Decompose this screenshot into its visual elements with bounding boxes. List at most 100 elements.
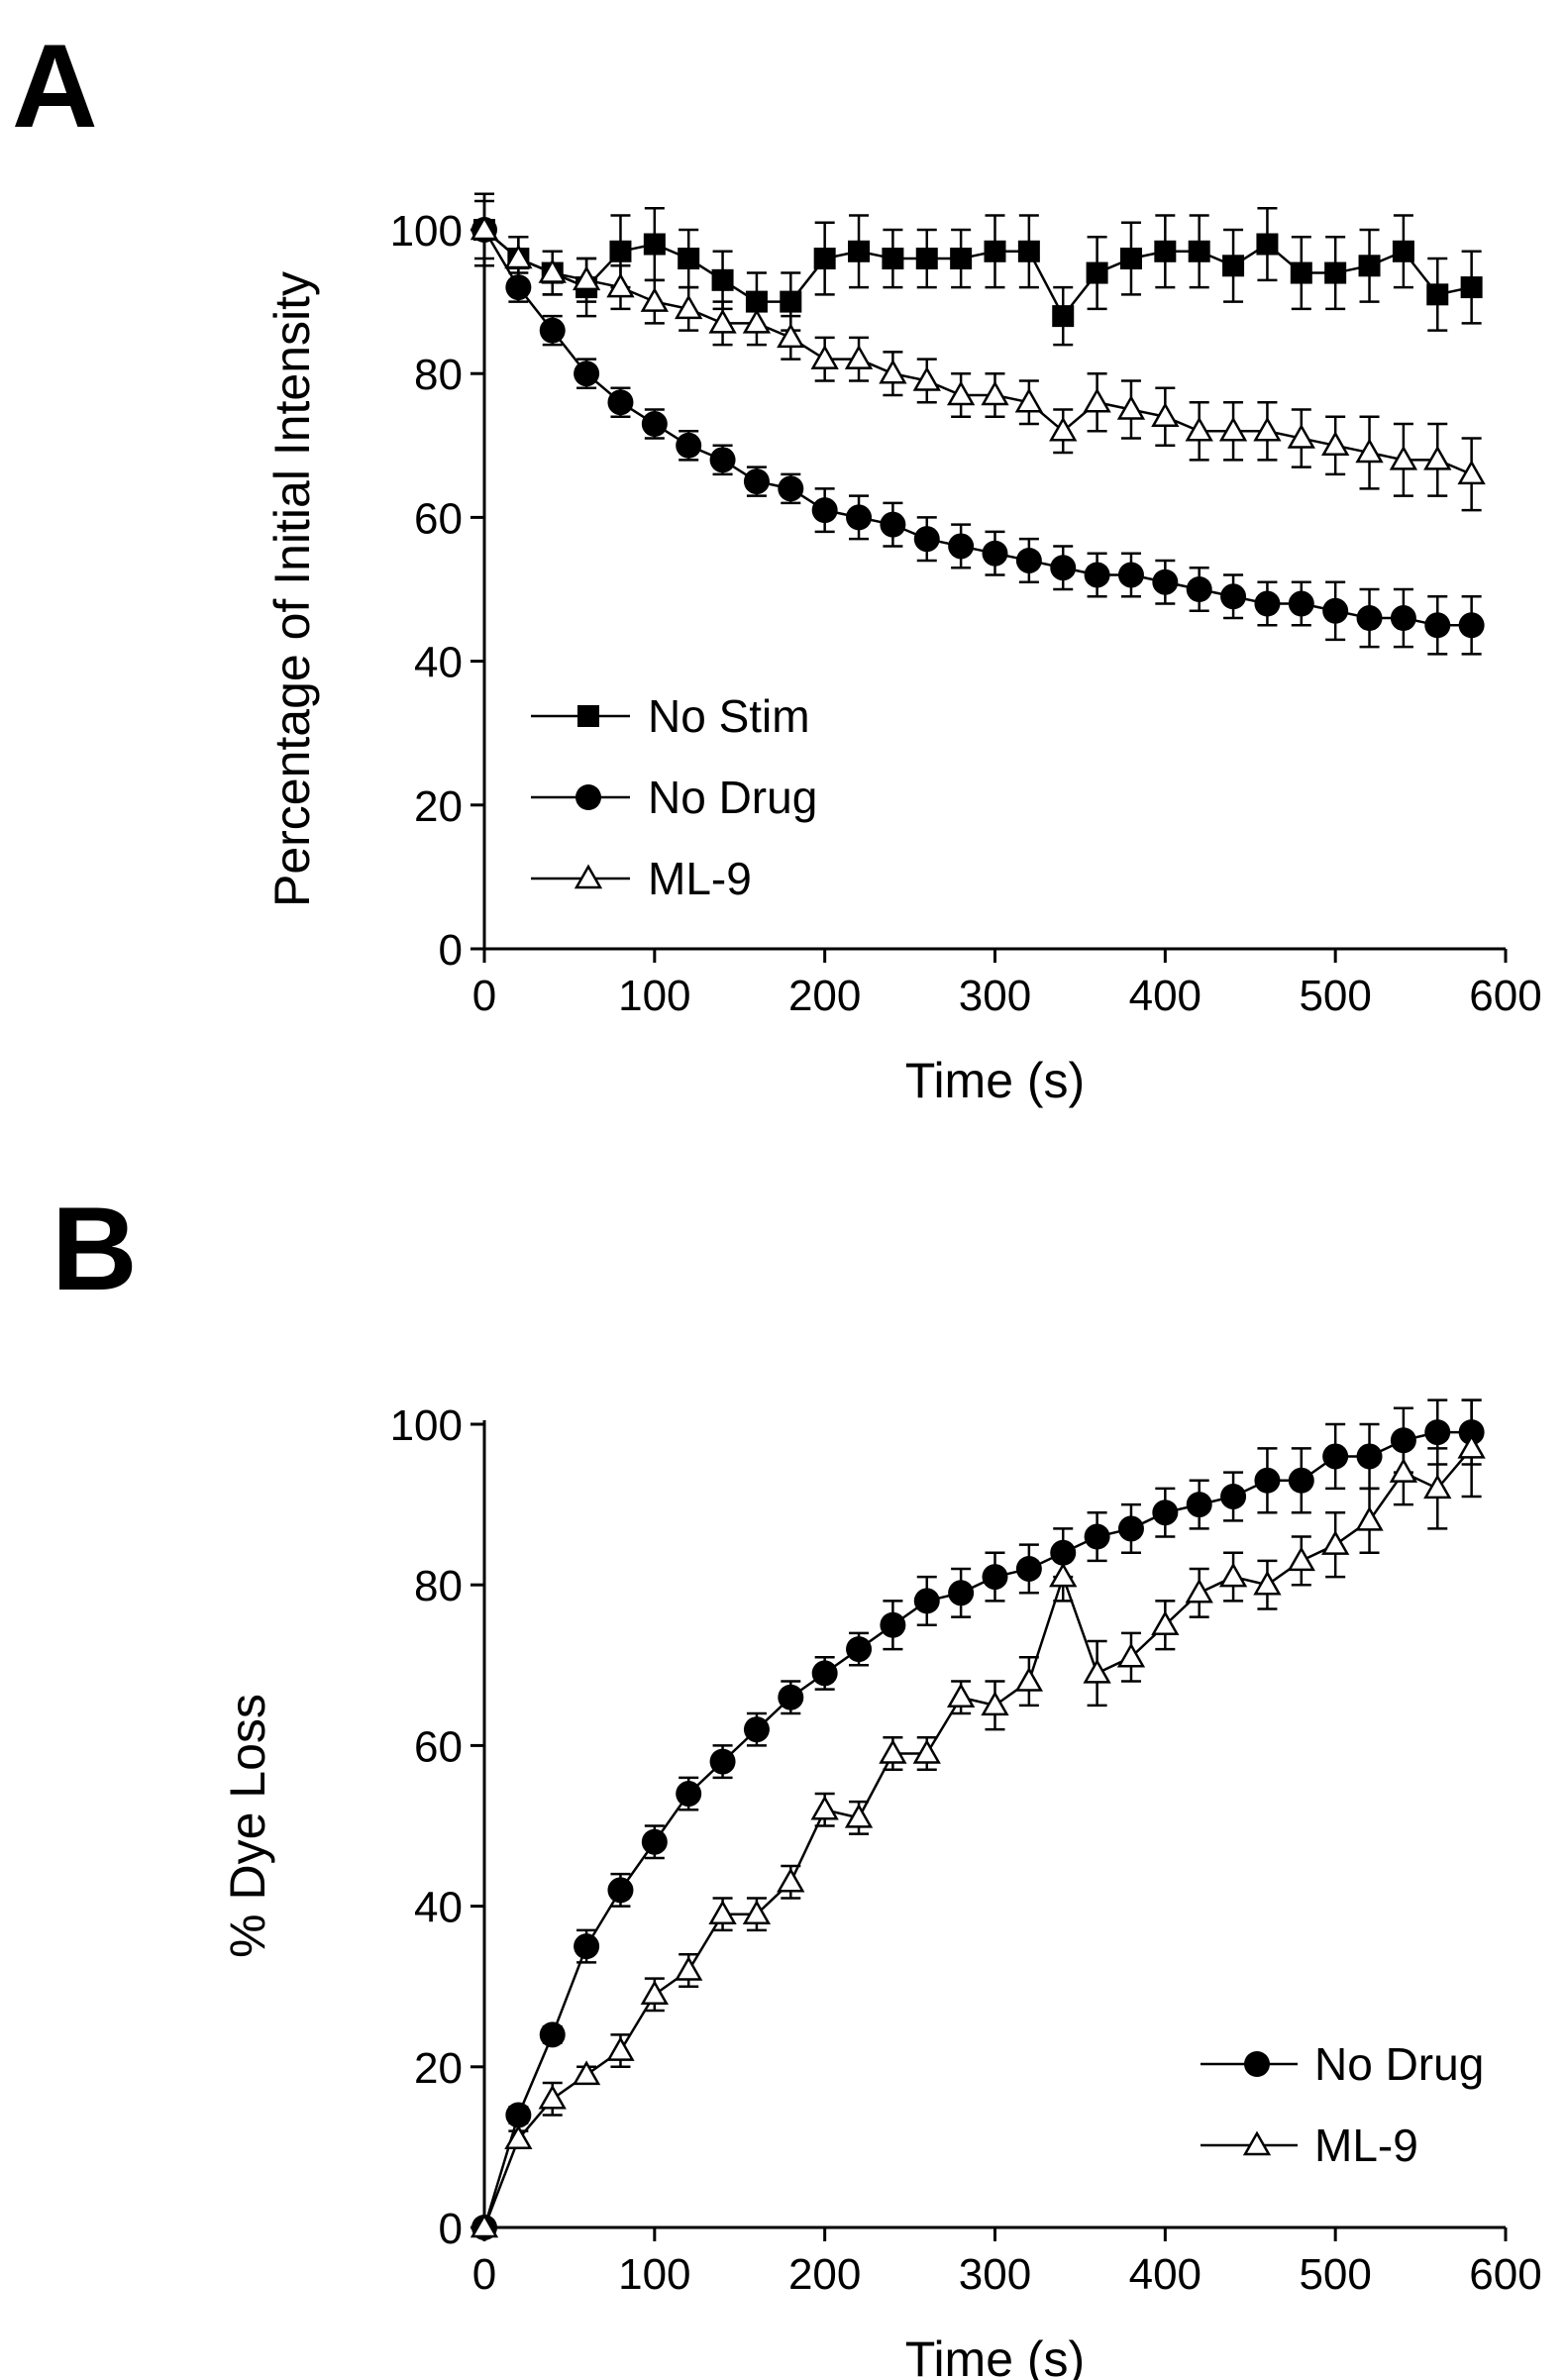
legend-label: No Drug — [1314, 2038, 1484, 2090]
data-point — [641, 411, 668, 438]
data-point — [1458, 612, 1485, 639]
data-point — [1390, 605, 1416, 632]
data-point — [539, 317, 566, 344]
series-ml-9 — [470, 1398, 1486, 2238]
data-point — [778, 1684, 804, 1710]
data-point — [1355, 1505, 1384, 1531]
series-ml-9 — [470, 199, 1486, 512]
data-point — [1288, 1467, 1314, 1494]
data-point — [882, 248, 904, 270]
data-point — [742, 1900, 772, 1924]
legend-entry: No Drug — [1201, 2038, 1484, 2090]
series-line — [483, 229, 1473, 475]
data-point — [1117, 1515, 1144, 1542]
x-tick-label: 600 — [1469, 972, 1541, 1020]
data-point — [470, 215, 499, 241]
data-point — [1423, 445, 1452, 470]
data-point — [1355, 438, 1384, 464]
data-point — [780, 290, 802, 313]
data-point — [777, 323, 805, 349]
data-point — [1218, 1562, 1248, 1588]
panel-label-b: B — [52, 1183, 138, 1315]
data-point — [1389, 1458, 1418, 1483]
data-point — [675, 294, 703, 320]
data-point — [813, 248, 836, 270]
y-axis-title: Percentage of Initial Intensity — [264, 271, 320, 907]
x-tick-label: 200 — [788, 2250, 861, 2299]
series-no-drug — [471, 1398, 1485, 2240]
data-point — [1084, 1523, 1110, 1550]
data-point — [675, 1955, 703, 1981]
data-point — [912, 365, 941, 391]
data-point — [913, 526, 940, 553]
data-point — [1084, 562, 1110, 588]
data-point — [1083, 387, 1111, 413]
data-point — [1119, 248, 1142, 270]
data-point — [640, 287, 669, 312]
data-point — [1358, 255, 1381, 277]
data-point — [1256, 233, 1279, 256]
y-tick-label: 0 — [439, 2205, 463, 2253]
legend-entry: ML-9 — [1201, 2120, 1418, 2171]
series-line — [482, 229, 1472, 627]
data-point — [948, 533, 975, 560]
data-point — [1186, 1492, 1212, 1518]
data-point — [743, 468, 770, 495]
data-point — [1050, 555, 1077, 581]
series-no-stim — [473, 192, 1483, 347]
data-point — [1015, 547, 1042, 573]
y-tick-label: 100 — [390, 1401, 463, 1450]
data-point — [709, 1748, 736, 1775]
data-point — [572, 2060, 601, 2086]
legend-marker — [577, 705, 599, 727]
x-tick-label: 0 — [472, 972, 496, 1020]
data-point — [539, 2021, 566, 2048]
data-point — [574, 361, 600, 387]
chart-panel-a: Time (s) Percentage of Initial Intensity… — [264, 192, 1542, 1108]
data-point — [1186, 576, 1212, 602]
data-point — [844, 345, 874, 369]
data-point — [708, 308, 737, 334]
data-point — [778, 475, 804, 502]
data-point — [912, 1738, 941, 1764]
data-point — [1426, 283, 1449, 306]
data-point — [1254, 590, 1281, 617]
data-point — [711, 268, 734, 291]
data-point — [1220, 1483, 1247, 1509]
legend-entry: No Stim — [531, 690, 810, 742]
data-point — [982, 1564, 1008, 1591]
chart-panel-b: Time (s) % Dye Loss 0 100 200 300 400 500 600 0… — [220, 1398, 1542, 2380]
data-point — [1083, 1658, 1111, 1684]
data-point — [879, 1738, 907, 1764]
data-point — [1460, 276, 1483, 299]
data-point — [640, 1980, 669, 2006]
data-point — [846, 504, 873, 531]
data-point — [811, 1660, 838, 1687]
legend-label: ML-9 — [1314, 2120, 1418, 2171]
series-line — [482, 1447, 1473, 2228]
data-point — [641, 1828, 668, 1855]
y-tick-label: 40 — [414, 639, 463, 687]
data-point — [538, 2084, 567, 2110]
x-tick-label: 400 — [1129, 2250, 1201, 2299]
data-point — [1116, 1642, 1146, 1668]
legend-entry: ML-9 — [531, 853, 752, 904]
data-point — [607, 1877, 634, 1904]
data-point — [606, 2036, 635, 2061]
data-point — [1017, 240, 1040, 262]
data-point — [984, 240, 1006, 262]
x-tick-label: 400 — [1129, 972, 1201, 1020]
data-point — [1185, 1578, 1213, 1604]
data-point — [982, 540, 1008, 567]
data-point — [1254, 1467, 1281, 1494]
data-point — [742, 308, 772, 334]
data-point — [846, 1636, 873, 1663]
legend-label: ML-9 — [648, 853, 752, 904]
data-point — [1086, 261, 1108, 284]
data-point — [1321, 1530, 1350, 1555]
series-no-drug — [471, 192, 1485, 656]
data-point — [981, 1691, 1009, 1716]
data-point — [950, 248, 973, 270]
data-point — [607, 389, 634, 416]
